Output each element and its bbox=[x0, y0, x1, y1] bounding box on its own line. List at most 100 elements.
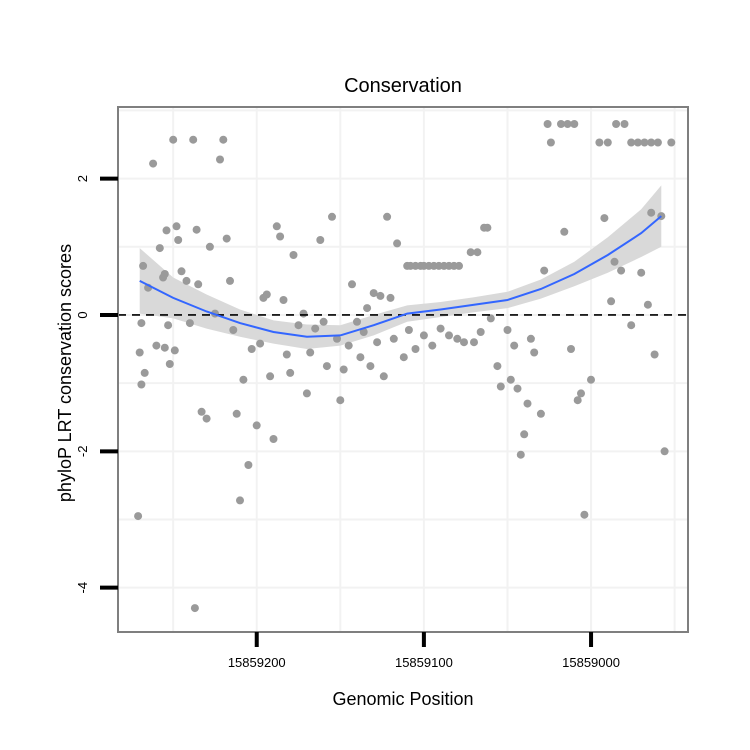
data-point bbox=[610, 257, 619, 266]
data-point bbox=[627, 138, 636, 147]
data-point bbox=[269, 435, 278, 443]
chart-title: Conservation bbox=[344, 75, 462, 97]
data-point bbox=[600, 214, 609, 223]
data-point bbox=[536, 409, 545, 418]
data-point bbox=[503, 326, 512, 334]
data-point bbox=[252, 421, 261, 430]
data-point bbox=[197, 407, 206, 416]
data-point bbox=[226, 276, 234, 285]
data-point bbox=[286, 368, 295, 377]
data-point bbox=[493, 362, 502, 371]
data-point bbox=[411, 345, 420, 353]
smooth-line bbox=[139, 215, 662, 338]
data-point bbox=[476, 328, 485, 336]
data-point bbox=[356, 353, 365, 362]
data-point bbox=[272, 222, 281, 231]
data-point bbox=[580, 510, 589, 519]
data-point bbox=[660, 447, 669, 456]
data-point bbox=[376, 291, 385, 300]
confidence-ribbon bbox=[139, 185, 662, 349]
data-point bbox=[445, 331, 453, 340]
data-point bbox=[247, 345, 256, 353]
data-point bbox=[577, 389, 585, 398]
data-point bbox=[526, 334, 535, 343]
data-point bbox=[279, 296, 288, 304]
data-point bbox=[546, 138, 555, 147]
plot-panel-border bbox=[117, 106, 689, 633]
data-point bbox=[139, 261, 148, 270]
data-point bbox=[633, 138, 642, 147]
data-point bbox=[399, 353, 408, 362]
data-point bbox=[570, 120, 579, 128]
data-point bbox=[506, 375, 515, 384]
data-point bbox=[140, 368, 149, 377]
data-point bbox=[379, 372, 388, 381]
data-point bbox=[603, 138, 612, 147]
data-point bbox=[328, 212, 336, 221]
data-point bbox=[319, 317, 328, 326]
data-point bbox=[135, 348, 144, 357]
data-point bbox=[162, 226, 171, 235]
data-point bbox=[530, 348, 539, 357]
data-point bbox=[560, 227, 569, 236]
data-point bbox=[466, 248, 475, 257]
data-point bbox=[540, 266, 549, 275]
data-point bbox=[453, 334, 462, 343]
data-point bbox=[190, 604, 199, 613]
data-point bbox=[216, 155, 224, 164]
data-point bbox=[353, 317, 361, 326]
y-axis: 2 0 -2 -4 bbox=[75, 175, 118, 593]
data-point bbox=[667, 138, 676, 147]
data-point bbox=[134, 512, 143, 521]
data-point bbox=[172, 222, 181, 231]
data-point bbox=[640, 138, 649, 147]
data-point bbox=[557, 120, 565, 128]
data-point bbox=[299, 309, 308, 318]
data-point bbox=[359, 328, 368, 336]
grid-lines bbox=[118, 107, 688, 632]
x-axis-label: Genomic Position bbox=[332, 689, 473, 709]
data-point bbox=[483, 223, 492, 232]
data-point bbox=[256, 339, 265, 348]
data-point bbox=[496, 382, 505, 391]
data-point bbox=[294, 321, 303, 330]
data-point bbox=[373, 338, 382, 347]
x-tick-label: 15859100 bbox=[395, 655, 453, 670]
data-point bbox=[389, 334, 398, 343]
data-point bbox=[232, 409, 241, 418]
data-point bbox=[192, 225, 201, 234]
data-point bbox=[155, 244, 164, 253]
data-point bbox=[306, 348, 315, 357]
data-point bbox=[344, 341, 353, 350]
data-point bbox=[160, 270, 169, 278]
data-point bbox=[366, 362, 375, 371]
data-point bbox=[219, 135, 228, 144]
data-point bbox=[369, 289, 378, 298]
data-point bbox=[174, 236, 183, 244]
data-point bbox=[205, 242, 214, 251]
data-point bbox=[160, 343, 169, 352]
data-point bbox=[653, 138, 662, 147]
data-point bbox=[647, 208, 656, 217]
data-point bbox=[189, 135, 198, 144]
data-point bbox=[333, 334, 341, 343]
data-point bbox=[436, 324, 445, 333]
confidence-ribbon-layer bbox=[139, 185, 662, 349]
data-point bbox=[587, 375, 595, 384]
data-point bbox=[617, 266, 626, 275]
data-point bbox=[573, 396, 582, 405]
y-tick-label: 0 bbox=[75, 311, 90, 318]
data-point bbox=[302, 389, 311, 398]
data-point bbox=[137, 319, 146, 328]
data-point bbox=[523, 399, 532, 408]
x-axis: 15859200 15859100 15859000 bbox=[228, 632, 620, 670]
data-point bbox=[513, 384, 522, 393]
data-point bbox=[322, 362, 331, 371]
data-point bbox=[643, 300, 652, 309]
data-point bbox=[152, 341, 161, 350]
data-point bbox=[393, 239, 402, 248]
x-tick-label: 15859200 bbox=[228, 655, 286, 670]
data-point bbox=[595, 138, 604, 147]
data-point bbox=[339, 365, 348, 374]
